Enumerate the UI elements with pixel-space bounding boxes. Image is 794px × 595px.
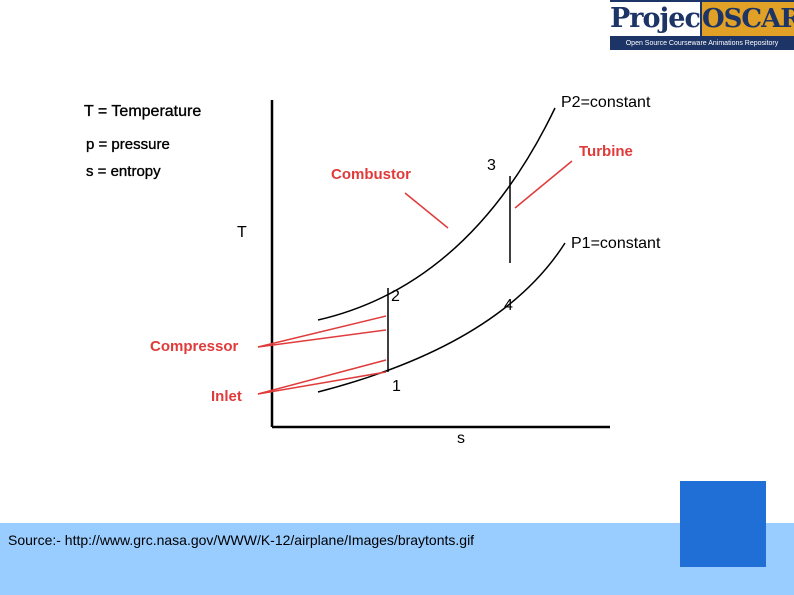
p2-constant-curve <box>317 107 556 321</box>
state-point-1: 1 <box>392 378 401 395</box>
y-axis-label: T <box>237 224 247 241</box>
source-citation: Source:- http://www.grc.nasa.gov/WWW/K-1… <box>8 532 475 548</box>
p2-curve-label: P2=constant <box>561 94 651 111</box>
combustor-pointer <box>404 192 449 229</box>
definition-entropy: s = entropy <box>86 163 161 180</box>
combustor-label: Combustor <box>331 166 411 183</box>
inlet-label: Inlet <box>211 388 242 405</box>
turbine-label: Turbine <box>579 143 633 160</box>
p1-curve-label: P1=constant <box>571 235 661 252</box>
inlet-pointer-b <box>257 371 387 395</box>
definition-pressure: p = pressure <box>86 136 170 153</box>
state-point-2: 2 <box>391 288 400 305</box>
footer-band <box>0 523 794 595</box>
inlet-pointer-a <box>257 359 387 395</box>
logo-word-project: Project <box>610 2 712 36</box>
compressor-pointer-b <box>257 329 387 348</box>
state-point-4: 4 <box>504 297 513 314</box>
project-oscar-logo: Project OSCAR Open Source Courseware Ani… <box>610 0 794 50</box>
decorative-blue-square <box>680 481 766 567</box>
logo-word-oscar: OSCAR <box>702 2 794 36</box>
compressor-pointer-a <box>257 315 387 348</box>
compressor-label: Compressor <box>150 338 239 355</box>
turbine-pointer <box>514 160 573 209</box>
p1-constant-curve <box>317 242 566 393</box>
logo-tagline: Open Source Courseware Animations Reposi… <box>625 40 779 47</box>
definition-temperature: T = Temperature <box>84 103 202 120</box>
x-axis-label: s <box>457 430 465 447</box>
state-point-3: 3 <box>487 157 496 174</box>
